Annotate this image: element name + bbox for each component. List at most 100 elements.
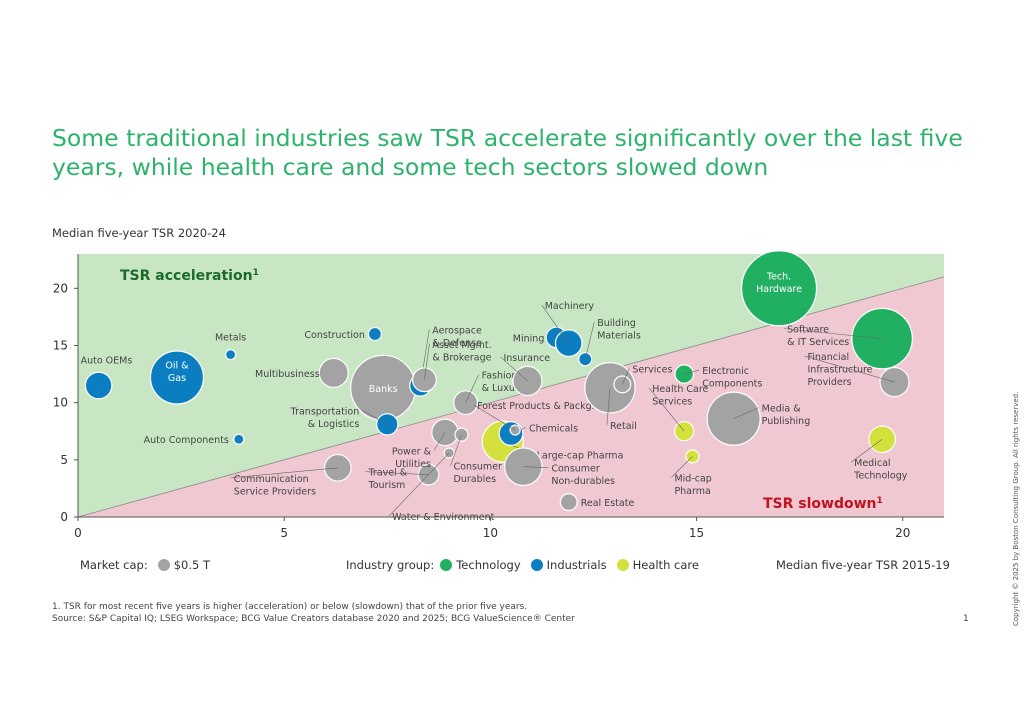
bubble-label-line: Medical xyxy=(854,458,890,469)
slowdown-footnote-mark: 1 xyxy=(877,496,883,506)
bubble-label-travel-tourism: Travel & Tourism xyxy=(368,468,408,492)
x-tick-label: 0 xyxy=(74,526,82,540)
bubble-label-line: Retail xyxy=(610,421,637,432)
technology-dot-icon xyxy=(440,559,453,571)
legend-health-care: Health care xyxy=(632,558,699,572)
leader-line-power-utilities xyxy=(433,432,446,451)
footnotes: 1. TSR for most recent five years is hig… xyxy=(52,601,575,625)
y-tick-label: 10 xyxy=(53,396,68,410)
health-care-dot-icon xyxy=(616,559,629,571)
bubble-label-services: Services xyxy=(632,364,672,375)
bubble-label-line: Components xyxy=(702,379,762,390)
market-cap-value: $0.5 T xyxy=(173,558,211,572)
page-number: 1 xyxy=(963,614,969,624)
bubble-label-auto-oems: Auto OEMs xyxy=(81,356,133,367)
bubble-label-real-estate: Real Estate xyxy=(581,498,635,509)
bubble-label-line: Publishing xyxy=(762,416,811,427)
bubble-label-line: Mining xyxy=(513,333,545,344)
bubble-label-line: Insurance xyxy=(503,353,550,364)
bubble-real-estate xyxy=(559,493,578,512)
bubble-label-line: Water & Environment xyxy=(392,512,494,523)
bubble-label-communication-service-providers: Communication Service Providers xyxy=(234,474,316,498)
bubble-label-auto-components: Auto Components xyxy=(144,435,229,446)
bubble-label-media-publishing: Media & Publishing xyxy=(762,404,811,428)
leader-line-health-care-services xyxy=(648,388,685,432)
bubble-label-line: Auto Components xyxy=(144,435,229,446)
bubble-label-mining: Mining xyxy=(513,333,545,344)
bubble-label-mid-cap-pharma: Mid-cap Pharma xyxy=(674,473,711,497)
bubble-label-metals: Metals xyxy=(215,333,246,344)
slowdown-label: TSR slowdown1 xyxy=(763,496,883,512)
bubble-label-line: Asset Mgmt. xyxy=(432,340,491,351)
x-tick-label: 15 xyxy=(689,526,704,540)
bubble-label-electronic-components: Electronic Components xyxy=(702,366,762,390)
bubble-label-water-environment: Water & Environment xyxy=(392,512,494,523)
bubble-label-line: Building xyxy=(597,318,636,329)
bubble-label-aerospace-defense: Aerospace & Defense xyxy=(432,326,482,350)
legend-industrials: Industrials xyxy=(546,558,607,572)
bubble-label-consumer-durables: Consumer Durables xyxy=(454,462,503,486)
bubble-health-care-services xyxy=(674,421,695,442)
bubble-label-line: Infrastructure xyxy=(808,365,873,376)
bubble-label-line: Power & xyxy=(392,446,432,457)
bubble-metals xyxy=(224,349,237,361)
bubble-label-line: Media & xyxy=(762,404,802,415)
bubble-tech-hardware xyxy=(740,250,818,327)
bubble-label-line: Technology xyxy=(853,471,908,482)
acceleration-label: TSR acceleration1 xyxy=(120,268,259,284)
leader-line-asset-mgmt-brokerage xyxy=(424,343,430,380)
bubble-label-line: & IT Services xyxy=(787,337,849,348)
leader-line-forest-products-packg xyxy=(473,404,516,431)
bubble-label-line: Materials xyxy=(597,331,641,342)
leader-line-media-publishing xyxy=(733,407,759,419)
bubble-label-line: Machinery xyxy=(545,301,595,312)
x-tick-label: 10 xyxy=(483,526,498,540)
leader-line-retail xyxy=(606,387,611,425)
bubble-label-construction: Construction xyxy=(304,330,365,341)
leader-line-consumer-durables xyxy=(450,434,462,466)
leader-line-mid-cap-pharma xyxy=(671,456,693,478)
bubble-construction xyxy=(367,326,383,342)
bubble-label-line: Aerospace xyxy=(432,326,482,337)
bubble-label-line: & Logistics xyxy=(308,419,360,430)
bubble-label-line: Tech. xyxy=(766,271,791,282)
bubble-label-line: Transportation xyxy=(290,406,360,417)
bubble-label-line: Services xyxy=(632,364,672,375)
bubble-label-line: Health Care xyxy=(652,384,708,395)
leader-line-machinery xyxy=(541,305,569,344)
bubble-label-line: Utilities xyxy=(395,459,431,470)
bubble-label-consumer-non-durables: Consumer Non-durables xyxy=(551,464,615,488)
x-axis-title: Median five-year TSR 2015-19 xyxy=(776,558,950,572)
bubble-label-line: Consumer xyxy=(551,464,600,475)
bubble-label-line: Software xyxy=(787,325,829,336)
footnote: 1. TSR for most recent five years is hig… xyxy=(52,602,528,612)
x-tick-label: 20 xyxy=(895,526,910,540)
bubble-label-line: Gas xyxy=(168,373,186,384)
leader-line-consumer-non-durables xyxy=(523,466,549,468)
bubble-services xyxy=(613,375,632,394)
copyright-notice: Copyright © 2025 by Boston Consulting Gr… xyxy=(1012,391,1020,626)
leader-line-software-it-services xyxy=(784,328,883,339)
bubble-label-line: Pharma xyxy=(674,486,710,497)
bubble-label-line: Metals xyxy=(215,333,246,344)
bubble-label-building-materials: Building Materials xyxy=(597,318,641,342)
bubble-label-medical-technology: Medical Technology xyxy=(853,458,908,482)
leader-line-travel-tourism xyxy=(365,471,429,475)
bubble-label-insurance: Insurance xyxy=(503,353,550,364)
bubble-label-forest-products-packg: Forest Products & Packg. xyxy=(477,401,595,412)
bubble-label-line: & Brokerage xyxy=(432,352,491,363)
bubble-label-line: Large-cap Pharma xyxy=(537,451,624,462)
bubble-label-line: Durables xyxy=(454,474,497,485)
y-axis-title: Median five-year TSR 2020-24 xyxy=(52,226,226,240)
acceleration-footnote-mark: 1 xyxy=(253,268,259,278)
y-tick-label: 15 xyxy=(53,338,68,352)
leader-line-fashion-luxury xyxy=(465,374,479,403)
bubble-label-line: Oil & xyxy=(165,360,189,371)
bubble-label-line: Service Providers xyxy=(234,486,316,497)
bubble-label-line: Construction xyxy=(304,330,365,341)
leader-line-medical-technology xyxy=(850,439,883,463)
leader-line-communication-service-providers xyxy=(230,467,338,479)
bubble-label-line: Hardware xyxy=(756,284,802,295)
bubble-label-chemicals: Chemicals xyxy=(529,424,578,435)
